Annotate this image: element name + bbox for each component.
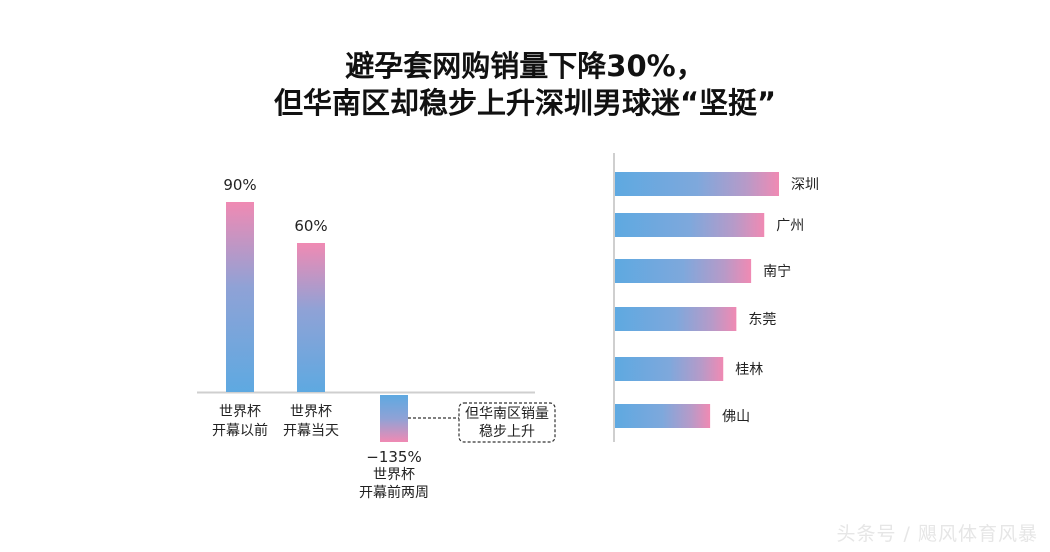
hbar-label-2: 南宁 (763, 263, 791, 280)
callout-text-line1: 但华南区销量 (465, 406, 549, 422)
data-label-0: 90% (223, 176, 256, 194)
category-label-2-1: 开幕前两周 (359, 484, 429, 501)
hbar-3 (615, 307, 737, 331)
watermark: 头条号 / 飓风体育风暴 (836, 523, 1038, 545)
category-label-0-1: 开幕以前 (212, 422, 268, 439)
hbar-2 (615, 259, 752, 283)
callout-box (458, 402, 556, 443)
hbar-1 (615, 213, 765, 237)
hbar-label-3: 东莞 (748, 312, 776, 328)
chart-title-line2: 但华南区却稳步上升深圳男球迷“坚挺” (273, 86, 777, 120)
hbar-label-5: 佛山 (722, 409, 750, 425)
callout-text-line2: 稳步上升 (479, 424, 535, 440)
data-label-2: −135% (366, 448, 421, 466)
hbar-label-4: 桂林 (735, 362, 763, 378)
data-label-1: 60% (294, 217, 327, 235)
chart-title-line1: 避孕套网购销量下降30%， (345, 49, 705, 83)
hbar-label-0: 深圳 (791, 177, 819, 193)
hbar-4 (615, 357, 724, 381)
bar-1 (297, 243, 325, 392)
annotation-callout: 但华南区销量 稳步上升 (408, 402, 556, 443)
bar-2 (380, 395, 408, 442)
category-label-1-1: 开幕当天 (283, 423, 339, 439)
category-label-2-0: 世界杯 (373, 467, 415, 483)
category-label-1-0: 世界杯 (290, 404, 332, 420)
hbar-0 (615, 172, 779, 196)
category-label-0-0: 世界杯 (219, 404, 261, 420)
hbar-label-1: 广州 (776, 218, 804, 234)
hbar-5 (615, 404, 711, 428)
bar-0 (226, 202, 254, 392)
